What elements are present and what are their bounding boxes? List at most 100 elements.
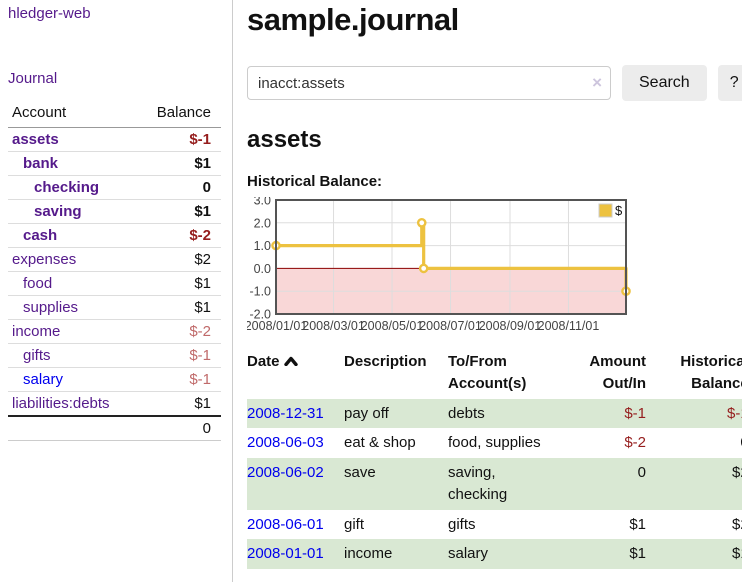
- col-accounts: To/From Account(s): [448, 349, 566, 399]
- account-link[interactable]: supplies: [23, 299, 79, 316]
- transaction-date-link[interactable]: 2008-06-01: [247, 515, 324, 533]
- transaction-amount: $-2: [624, 434, 646, 452]
- search-input[interactable]: [247, 66, 611, 100]
- account-row: expenses $2: [8, 247, 221, 272]
- col-amount: Amount Out/In: [566, 349, 654, 399]
- clear-search-icon[interactable]: ×: [592, 73, 602, 93]
- legend-swatch: [598, 203, 613, 218]
- account-balance: $1: [135, 199, 221, 224]
- svg-text:3.0: 3.0: [254, 197, 271, 208]
- register-table: Date Description To/From Account(s) Amou…: [247, 349, 742, 569]
- account-row: assets $-1: [8, 128, 221, 152]
- account-balance: $-1: [135, 367, 221, 392]
- page-title: sample.journal: [247, 2, 459, 37]
- chart-marker: [418, 263, 429, 274]
- legend-label: $: [615, 203, 623, 218]
- table-row[interactable]: 2008-06-02 save saving, checking 0 $2: [247, 458, 742, 510]
- chart-label: Historical Balance:: [247, 173, 383, 190]
- account-link[interactable]: cash: [23, 227, 58, 244]
- chart-marker: [416, 217, 427, 228]
- account-link[interactable]: liabilities:debts: [12, 395, 110, 412]
- register-header-row: Date Description To/From Account(s) Amou…: [247, 349, 742, 399]
- account-balance: 0: [135, 175, 221, 200]
- account-link[interactable]: expenses: [12, 251, 77, 268]
- search-button[interactable]: Search: [622, 65, 707, 101]
- account-row: salary $-1: [8, 367, 221, 392]
- svg-text:2008/05/01: 2008/05/01: [361, 319, 424, 333]
- sort-asc-icon: [283, 356, 298, 366]
- table-row[interactable]: 2008-01-01 income salary $1 $1: [247, 539, 742, 569]
- account-title: assets: [247, 126, 322, 153]
- accounts-col-balance: Balance: [135, 101, 221, 128]
- svg-text:2008/11/01: 2008/11/01: [538, 319, 600, 333]
- transaction-date-link[interactable]: 2008-12-31: [247, 404, 324, 422]
- account-balance: $1: [135, 271, 221, 296]
- account-row: income $-2: [8, 319, 221, 344]
- account-row: checking 0: [8, 175, 221, 200]
- app-brand-link[interactable]: hledger-web: [8, 5, 91, 22]
- transaction-accounts: salary: [448, 545, 489, 563]
- transaction-description: eat & shop: [344, 434, 416, 452]
- account-link[interactable]: checking: [34, 179, 100, 196]
- search-bar: × Search ?: [247, 65, 742, 101]
- search-input-wrap: ×: [247, 66, 611, 100]
- svg-text:0.0: 0.0: [254, 262, 271, 276]
- transaction-accounts: gifts: [448, 515, 476, 533]
- account-row: bank $1: [8, 151, 221, 176]
- account-link[interactable]: gifts: [23, 347, 51, 364]
- transaction-description: save: [344, 464, 376, 481]
- account-link[interactable]: food: [23, 275, 53, 292]
- account-link[interactable]: assets: [12, 131, 59, 148]
- account-link[interactable]: income: [12, 323, 61, 340]
- account-link[interactable]: saving: [34, 203, 82, 220]
- col-amount-line1: Amount: [589, 353, 646, 370]
- transaction-accounts: saving, checking: [448, 464, 508, 503]
- accounts-table: Account Balance assets $-1 bank $1 checking 0…: [8, 101, 221, 441]
- svg-text:-2.0: -2.0: [249, 308, 271, 322]
- svg-text:2.0: 2.0: [254, 216, 271, 230]
- transaction-date-link[interactable]: 2008-06-03: [247, 434, 324, 452]
- help-button[interactable]: ?: [717, 65, 742, 101]
- historical-balance-chart: $3.0 2.0 1.0 0.0 -1.0 -2.0 2008/01/01 2008/03/0…: [247, 197, 742, 337]
- total-balance: 0: [135, 415, 221, 441]
- account-link[interactable]: salary: [23, 371, 64, 388]
- sidebar: hledger-web Journal Account Balance asse…: [0, 0, 233, 582]
- account-balance: $2: [135, 247, 221, 272]
- col-description: Description: [344, 353, 427, 370]
- transaction-date-link[interactable]: 2008-01-01: [247, 545, 324, 563]
- spacer: [8, 415, 136, 441]
- svg-text:2008/07/01: 2008/07/01: [419, 319, 482, 333]
- account-link[interactable]: bank: [23, 155, 59, 172]
- account-balance: $1: [135, 391, 221, 416]
- col-accounts-line2: Account(s): [448, 374, 527, 392]
- col-accounts-line1: To/From: [448, 353, 507, 370]
- transaction-balance: $2: [732, 464, 742, 481]
- transaction-balance: $-1: [727, 404, 742, 422]
- table-row[interactable]: 2008-06-01 gift gifts $1 $2: [247, 510, 742, 540]
- transaction-date-link[interactable]: 2008-06-02: [247, 464, 324, 481]
- transaction-accounts: food, supplies: [448, 434, 541, 452]
- table-row[interactable]: 2008-06-03 eat & shop food, supplies $-2 0: [247, 428, 742, 458]
- accounts-total-row: 0: [8, 415, 221, 441]
- transaction-amount: $1: [629, 515, 646, 533]
- col-amount-line2: Out/In: [602, 374, 646, 392]
- transaction-balance: $1: [732, 545, 742, 563]
- transaction-description: income: [344, 545, 393, 563]
- sidebar-item-journal[interactable]: Journal: [8, 70, 58, 87]
- transaction-amount: $-1: [624, 404, 646, 422]
- svg-text:2008/01/01: 2008/01/01: [247, 319, 307, 333]
- account-balance: $-1: [135, 343, 221, 368]
- col-date[interactable]: Date: [247, 349, 344, 399]
- table-row[interactable]: 2008-12-31 pay off debts $-1 $-1: [247, 398, 742, 429]
- account-balance: $-2: [135, 319, 221, 344]
- account-row: gifts $-1: [8, 343, 221, 368]
- account-balance: $-1: [189, 131, 211, 148]
- account-row: cash $-2: [8, 223, 221, 248]
- account-row: liabilities:debts $1: [8, 391, 221, 416]
- svg-text:-1.0: -1.0: [249, 285, 271, 299]
- account-row: food $1: [8, 271, 221, 296]
- main-content: sample.journal × Search ? assets Histori…: [233, 0, 742, 582]
- transaction-description: pay off: [344, 404, 389, 422]
- transaction-description: gift: [344, 515, 365, 533]
- account-row: saving $1: [8, 199, 221, 224]
